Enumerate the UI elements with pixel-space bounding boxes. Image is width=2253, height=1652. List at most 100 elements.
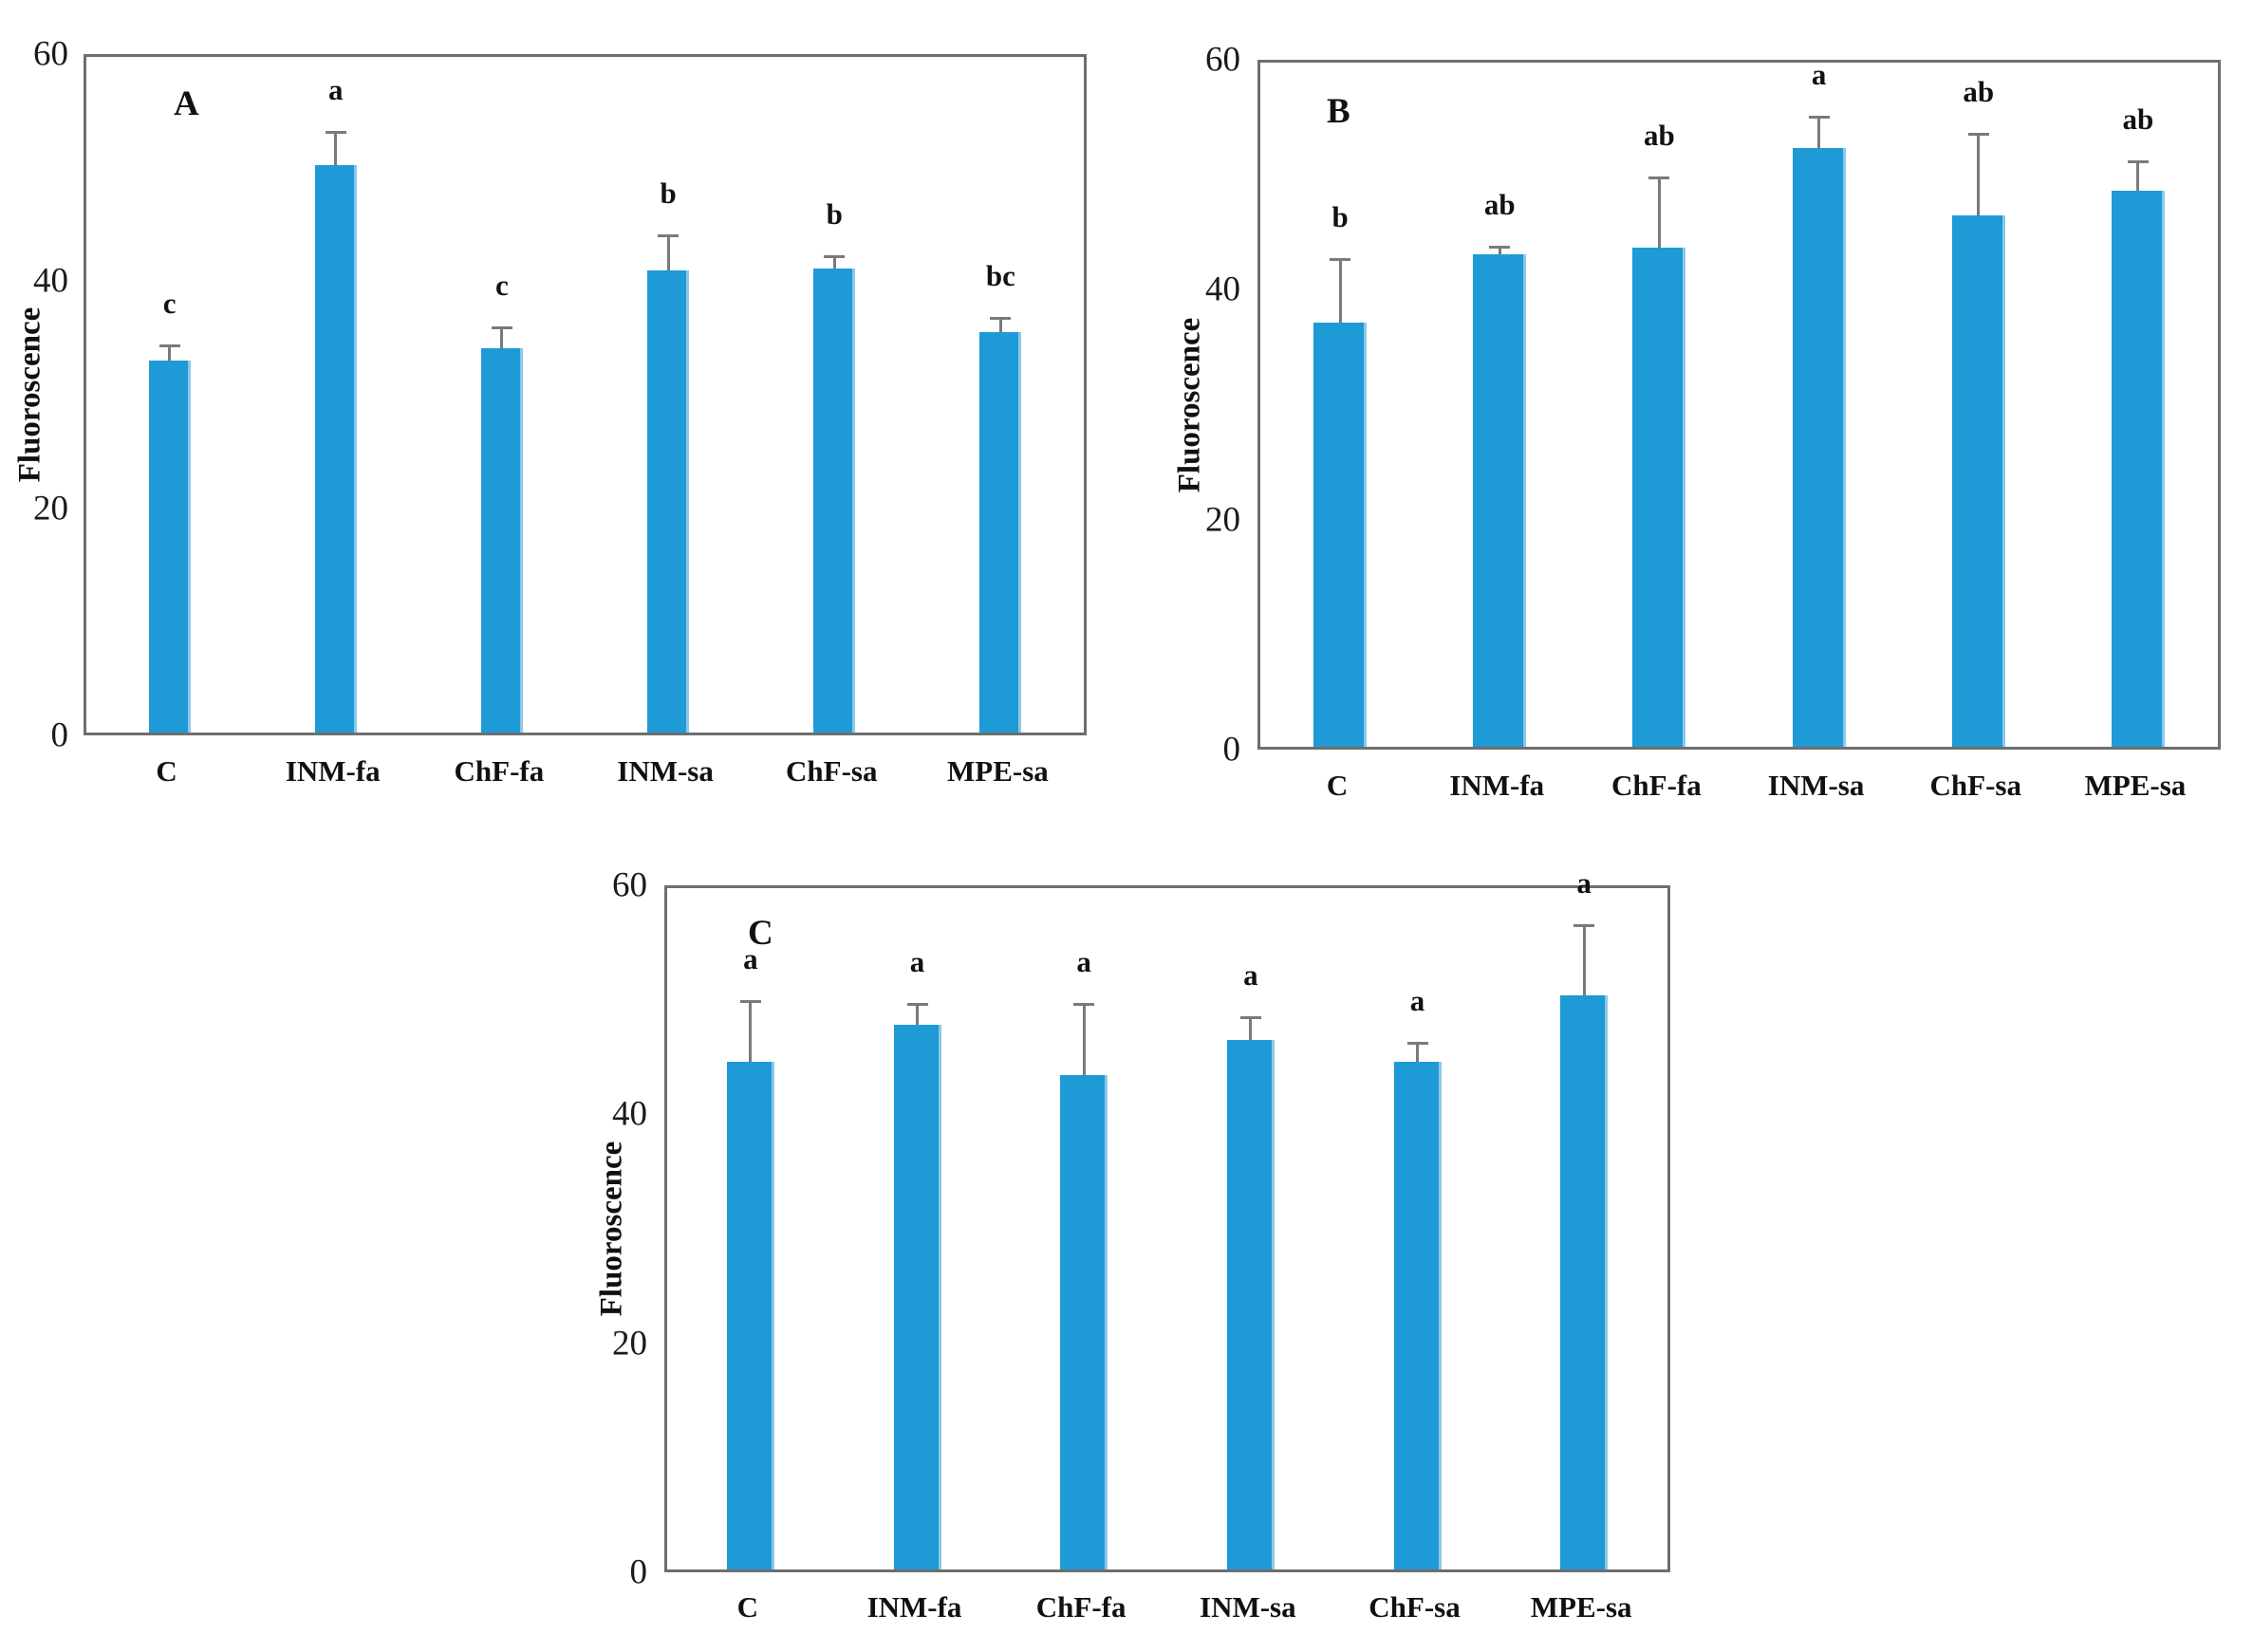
bar-chf-sa (1951, 215, 2005, 747)
error-bar-cap-inm-sa (658, 233, 680, 237)
y-tick-40: 40 (33, 261, 68, 301)
panel-letter-b: B (1327, 92, 1350, 131)
bar-mpe-sa (2111, 190, 2165, 747)
bar-inm-sa (1792, 148, 1846, 747)
error-bar-cap-chf-fa (1073, 1003, 1095, 1007)
error-bar-cap-inm-fa (1489, 245, 1511, 249)
y-tick-20: 20 (612, 1324, 647, 1364)
error-bar-cap-inm-fa (325, 130, 346, 134)
significance-letter-inm-fa: ab (1483, 187, 1516, 221)
error-bar-inm-fa (916, 1006, 919, 1025)
category-label-mpe-sa: MPE-sa (2084, 769, 2187, 802)
y-tick-0: 0 (50, 715, 69, 755)
error-bar-mpe-sa (1582, 926, 1586, 995)
y-tick-60: 60 (1205, 40, 1240, 80)
significance-letter-c: b (1331, 200, 1349, 234)
error-bar-cap-c (1330, 258, 1351, 262)
error-bar-inm-sa (1817, 118, 1821, 149)
category-label-c: C (156, 754, 177, 788)
error-bar-inm-fa (1498, 248, 1501, 254)
error-bar-inm-fa (334, 133, 338, 165)
error-bar-cap-inm-sa (1239, 1015, 1261, 1019)
category-label-chf-sa: ChF-sa (786, 754, 878, 788)
y-tick-20: 20 (33, 489, 68, 529)
bar-chf-sa (1393, 1062, 1442, 1569)
error-bar-chf-sa (832, 258, 836, 269)
y-tick-0: 0 (1222, 730, 1241, 770)
y-axis-ticks-a: 0 20 40 60 (0, 35, 68, 755)
significance-letter-mpe-sa: a (1576, 865, 1592, 900)
significance-letter-mpe-sa: ab (2122, 102, 2154, 136)
bars-container-a: c a c b b bc (86, 57, 1084, 733)
category-label-chf-sa: ChF-sa (1929, 769, 2021, 802)
error-bar-mpe-sa (2136, 162, 2140, 191)
error-bar-cap-chf-fa (1648, 176, 1670, 179)
category-label-inm-fa: INM-fa (866, 1590, 962, 1624)
bar-c (148, 361, 191, 733)
x-axis-labels-b: C INM-fa ChF-fa INM-sa ChF-sa MPE-sa (1257, 769, 2221, 816)
category-label-inm-sa: INM-sa (1200, 1590, 1296, 1624)
error-bar-cap-chf-sa (1967, 132, 1989, 136)
category-label-inm-sa: INM-sa (617, 754, 714, 788)
error-bar-cap-c (158, 344, 180, 348)
bars-container-c: a a a a a a (667, 866, 1667, 1569)
category-label-c: C (1326, 769, 1349, 802)
error-bar-chf-fa (1657, 178, 1661, 248)
significance-letter-chf-fa: c (495, 269, 509, 303)
x-axis-labels-c: C INM-fa ChF-fa INM-sa ChF-sa MPE-sa (664, 1590, 1670, 1638)
category-label-mpe-sa: MPE-sa (947, 754, 1049, 788)
panel-letter-c: C (748, 914, 773, 953)
y-tick-40: 40 (612, 1094, 647, 1134)
bar-chf-fa (480, 348, 523, 733)
plot-area-b: B b ab ab a ab ab (1257, 58, 2221, 750)
plot-area-c: C a a a a a a (664, 866, 1670, 1572)
error-bar-cap-inm-sa (1808, 115, 1830, 119)
y-tick-20: 20 (1205, 500, 1240, 540)
category-label-chf-sa: ChF-sa (1369, 1590, 1461, 1624)
significance-letter-c: c (162, 287, 177, 321)
significance-letter-inm-fa: a (909, 945, 925, 979)
bar-chf-sa (813, 269, 856, 733)
bar-inm-sa (1226, 1040, 1275, 1569)
bar-chf-fa (1632, 247, 1686, 747)
significance-letter-inm-sa: b (660, 176, 677, 210)
error-bar-cap-mpe-sa (2127, 159, 2149, 163)
significance-letter-chf-sa: b (826, 197, 843, 232)
category-label-inm-sa: INM-sa (1767, 769, 1865, 802)
significance-letter-inm-fa: a (328, 72, 344, 106)
y-axis-ticks-b: 0 20 40 60 (1172, 41, 1240, 770)
bar-mpe-sa (979, 331, 1022, 733)
significance-letter-inm-sa: a (1243, 957, 1258, 992)
error-bar-cap-inm-fa (906, 1003, 928, 1007)
significance-letter-mpe-sa: bc (985, 258, 1015, 292)
category-label-mpe-sa: MPE-sa (1530, 1590, 1632, 1624)
significance-letter-chf-fa: a (1076, 945, 1091, 979)
y-tick-60: 60 (612, 865, 647, 905)
category-label-c: C (736, 1590, 759, 1624)
bar-c (1313, 322, 1368, 747)
bar-chf-fa (1060, 1075, 1108, 1569)
bar-inm-fa (1473, 253, 1527, 747)
bar-mpe-sa (1560, 994, 1609, 1569)
error-bar-chf-fa (500, 329, 504, 349)
bar-inm-fa (893, 1024, 941, 1569)
category-label-inm-fa: INM-fa (285, 754, 381, 788)
significance-letter-chf-fa: ab (1644, 118, 1675, 152)
error-bar-cap-chf-sa (1406, 1042, 1428, 1046)
x-axis-labels-a: C INM-fa ChF-fa INM-sa ChF-sa MPE-sa (84, 754, 1087, 802)
y-tick-40: 40 (1205, 269, 1240, 309)
error-bar-chf-sa (1416, 1045, 1419, 1063)
plot-area-a: A c a c b b bc (84, 54, 1087, 735)
error-bar-inm-sa (1249, 1018, 1253, 1041)
category-label-chf-fa: ChF-fa (454, 754, 545, 788)
error-bar-chf-fa (1082, 1006, 1086, 1076)
error-bar-cap-chf-fa (491, 326, 512, 330)
bar-inm-fa (314, 164, 357, 733)
error-bar-cap-chf-sa (824, 255, 846, 259)
error-bar-c (1338, 261, 1342, 323)
significance-letter-chf-sa: a (1409, 984, 1425, 1018)
bar-inm-sa (647, 270, 690, 733)
bars-container-b: b ab ab a ab ab (1260, 58, 2218, 747)
error-bar-c (749, 1002, 753, 1063)
